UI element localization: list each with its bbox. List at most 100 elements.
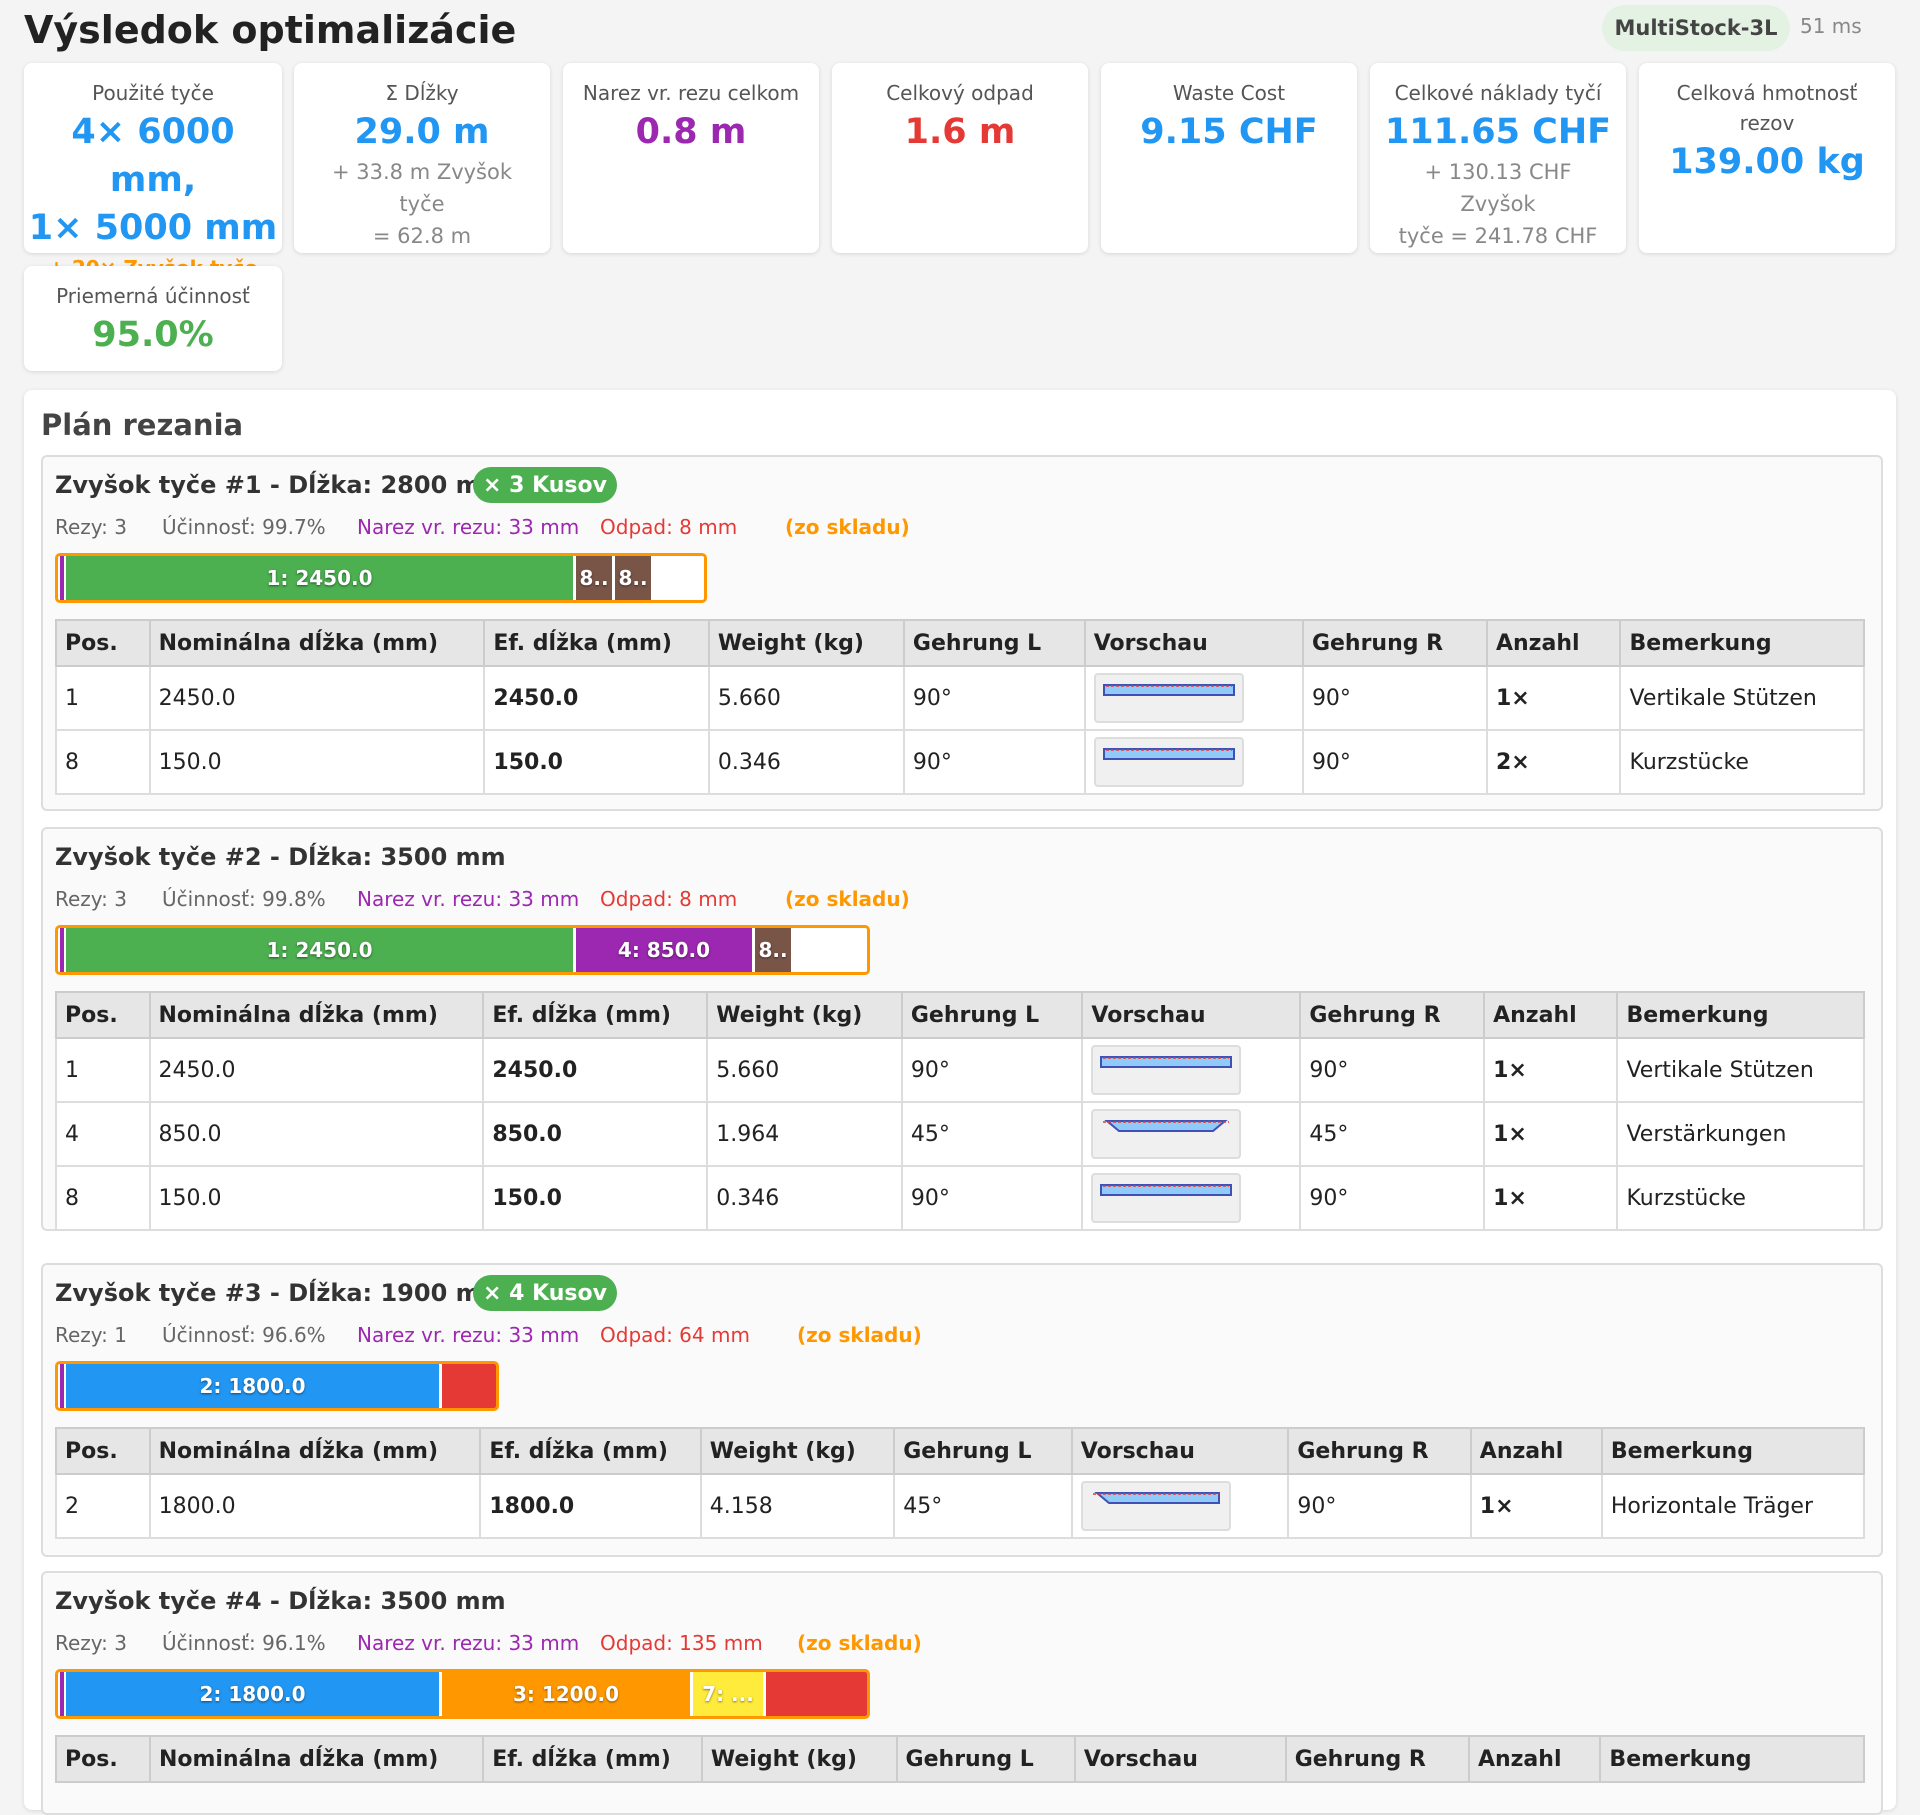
column-header: Gehrung R: [1287, 1427, 1472, 1475]
cell-gl: 45°: [893, 1473, 1073, 1539]
cut-segment[interactable]: 8..: [615, 556, 651, 600]
cell-pv: [1081, 1165, 1302, 1231]
cell-pos: 8: [55, 1165, 151, 1231]
column-header: Bemerkung: [1599, 1735, 1865, 1783]
column-header: Gehrung R: [1299, 991, 1486, 1039]
profile-preview: [1080, 1481, 1231, 1531]
column-header: Weight (kg): [700, 1735, 898, 1783]
cell-gr: 90°: [1301, 729, 1488, 795]
column-header: Nominálna dĺžka (mm): [148, 619, 486, 667]
cut-segment[interactable]: 2: 1800.0: [66, 1672, 439, 1716]
table-header-row: Pos. Nominálna dĺžka (mm) Ef. dĺžka (mm) We…: [55, 991, 1865, 1039]
card-label: Celkové náklady tyčí: [1394, 81, 1602, 105]
column-header: Weight (kg): [707, 619, 905, 667]
cell-gl: 90°: [902, 729, 1086, 795]
card-label: Narez vr. rezu celkom: [582, 81, 800, 105]
cell-gr: 90°: [1301, 665, 1488, 731]
table-row: 8 150.0 150.0 0.346 90° 90° 1× Kurzstücke: [55, 1165, 1865, 1231]
stat-cuts-count: Rezy: 3: [55, 1631, 128, 1655]
stat-waste: Odpad: 135 mm: [600, 1631, 763, 1655]
column-header: Gehrung L: [893, 1427, 1073, 1475]
cut-segment-label: 3: 1200.0: [512, 1682, 620, 1706]
cell-weight: 4.158: [699, 1473, 896, 1539]
cell-ef: 1800.0: [479, 1473, 702, 1539]
stat-efficiency: Účinnosť: 96.6%: [162, 1323, 326, 1347]
stat-stock-source: (zo skladu): [785, 887, 910, 911]
cut-segment-label: 8..: [758, 938, 788, 962]
cut-segment[interactable]: 1: 2450.0: [66, 928, 573, 972]
cell-gl: 45°: [900, 1101, 1084, 1167]
column-header: Gehrung L: [902, 619, 1086, 667]
cell-anz: 1×: [1483, 1037, 1619, 1103]
stat-stock-source: (zo skladu): [797, 1323, 922, 1347]
card-label-line2: rezov: [1739, 111, 1795, 135]
cut-segment[interactable]: 4: 850.0: [576, 928, 752, 972]
column-header: Gehrung L: [895, 1735, 1076, 1783]
cut-segment[interactable]: 2: 1800.0: [66, 1364, 439, 1408]
card-sub: + 33.8 m Zvyšok tyče: [331, 160, 513, 216]
profile-preview-shape: [1100, 1056, 1233, 1068]
cell-pos: 1: [55, 1037, 151, 1103]
card-label: Waste Cost: [1172, 81, 1286, 105]
card-value: 29.0 m: [354, 112, 490, 152]
cut-segment[interactable]: 1: 2450.0: [66, 556, 573, 600]
table-row: 8 150.0 150.0 0.346 90° 90° 2× Kurzstücke: [55, 729, 1865, 795]
card-waste-total: Celkový odpad 1.6 m: [832, 63, 1088, 253]
cut-bar: 2: 1800.0: [55, 1361, 499, 1411]
table-header-row: Pos. Nominálna dĺžka (mm) Ef. dĺžka (mm) We…: [55, 1427, 1866, 1475]
card-label-line1: Celková hmotnosť: [1676, 81, 1858, 105]
cut-segment[interactable]: 3: 1200.0: [442, 1672, 690, 1716]
page-title: Výsledok optimalizácie: [24, 8, 517, 52]
stat-kerf: Narez vr. rezu: 33 mm: [357, 1631, 580, 1655]
card-kerf-total: Narez vr. rezu celkom 0.8 m: [563, 63, 819, 253]
column-header: Ef. dĺžka (mm): [482, 991, 709, 1039]
profile-preview: [1091, 1045, 1242, 1095]
algorithm-badge: MultiStock-3L: [1602, 5, 1790, 51]
cell-nom: 150.0: [148, 1165, 485, 1231]
cell-gr: 90°: [1287, 1473, 1472, 1539]
column-header: Weight (kg): [706, 991, 903, 1039]
bar-group-stats: Rezy: 1 Účinnosť: 96.6% Narez vr. rezu: 33…: [55, 1323, 1055, 1349]
bar-group-title: Zvyšok tyče #1 - Dĺžka: 2800 mm: [55, 471, 506, 499]
bar-group-title: Zvyšok tyče #4 - Dĺžka: 3500 mm: [55, 1587, 506, 1615]
column-header: Nominálna dĺžka (mm): [148, 1735, 485, 1783]
cell-ef: 2450.0: [482, 1037, 709, 1103]
stat-cuts-count: Rezy: 1: [55, 1323, 128, 1347]
cell-gr: 45°: [1299, 1101, 1486, 1167]
profile-preview-shape: [1103, 1120, 1230, 1132]
column-header: Bemerkung: [1600, 1427, 1866, 1475]
column-header: Weight (kg): [699, 1427, 896, 1475]
stat-stock-source: (zo skladu): [785, 515, 910, 539]
column-header: Anzahl: [1467, 1735, 1602, 1783]
stat-kerf: Narez vr. rezu: 33 mm: [357, 515, 580, 539]
card-value: 95.0%: [92, 315, 214, 355]
profile-preview: [1093, 673, 1244, 723]
cut-segment[interactable]: 8..: [755, 928, 791, 972]
cell-ef: 850.0: [482, 1101, 709, 1167]
card-value-line1: 4× 6000 mm,: [71, 112, 235, 200]
bar-group-stats: Rezy: 3 Účinnosť: 96.1% Narez vr. rezu: 33…: [55, 1631, 1055, 1657]
cell-gr: 90°: [1299, 1165, 1486, 1231]
cutting-plan-title: Plán rezania: [41, 408, 244, 442]
cell-pos: 1: [55, 665, 151, 731]
card-sub: = 62.8 m: [372, 224, 472, 248]
cut-segment[interactable]: 8..: [576, 556, 612, 600]
stat-efficiency: Účinnosť: 96.1%: [162, 1631, 326, 1655]
cut-segment-label: 8..: [618, 566, 648, 590]
cut-segment[interactable]: 7: ...: [693, 1672, 763, 1716]
cell-ef: 150.0: [483, 729, 710, 795]
card-value: 1.6 m: [904, 112, 1016, 152]
bar-group-stats: Rezy: 3 Účinnosť: 99.8% Narez vr. rezu: 33…: [55, 887, 1055, 913]
bar-group-title: Zvyšok tyče #2 - Dĺžka: 3500 mm: [55, 843, 506, 871]
cell-gr: 90°: [1299, 1037, 1486, 1103]
cut-segment-label: 2: 1800.0: [199, 1374, 306, 1398]
stat-stock-source: (zo skladu): [797, 1631, 922, 1655]
bar-group: Zvyšok tyče #1 - Dĺžka: 2800 mm × 3 Kusov…: [41, 455, 1883, 811]
computation-time: 51 ms: [1800, 14, 1862, 38]
column-header: Gehrung L: [900, 991, 1084, 1039]
stat-cuts-count: Rezy: 3: [55, 515, 128, 539]
cell-anz: 1×: [1469, 1473, 1603, 1539]
column-header: Anzahl: [1483, 991, 1619, 1039]
cut-bar: 2: 1800.0 3: 1200.0 7: ...: [55, 1669, 870, 1719]
cell-weight: 0.346: [707, 729, 905, 795]
